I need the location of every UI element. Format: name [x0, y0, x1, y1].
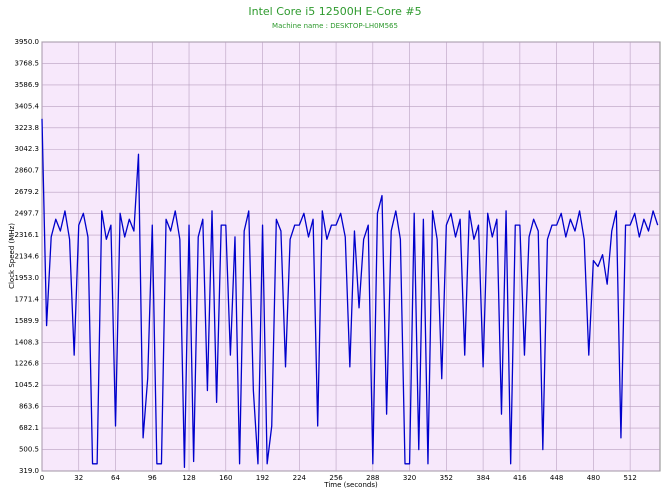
y-tick-label: 2860.7 — [15, 167, 40, 175]
y-tick-label: 3950.0 — [15, 38, 40, 46]
y-tick-label: 863.6 — [19, 403, 40, 411]
x-tick-label: 32 — [74, 474, 83, 482]
x-tick-label: 64 — [111, 474, 120, 482]
x-tick-label: 416 — [513, 474, 527, 482]
y-tick-label: 319.0 — [19, 467, 39, 475]
y-tick-label: 1045.2 — [15, 381, 40, 389]
x-tick-label: 0 — [40, 474, 44, 482]
x-tick-label: 256 — [329, 474, 343, 482]
chart-subtitle: Machine name : DESKTOP-LH0M565 — [272, 22, 398, 30]
y-tick-label: 1226.8 — [15, 360, 40, 368]
y-axis-label: Clock Speed (MHz) — [8, 223, 16, 289]
x-tick-label: 128 — [182, 474, 195, 482]
y-tick-label: 3223.8 — [15, 124, 40, 132]
y-tick-label: 3405.4 — [15, 102, 40, 110]
y-tick-label: 2497.7 — [15, 210, 40, 218]
x-tick-label: 96 — [148, 474, 157, 482]
x-tick-label: 384 — [476, 474, 490, 482]
x-tick-label: 352 — [440, 474, 453, 482]
x-tick-label: 320 — [403, 474, 416, 482]
y-tick-label: 3042.3 — [15, 145, 40, 153]
y-tick-label: 3768.5 — [15, 59, 40, 67]
y-tick-label: 1408.3 — [15, 338, 40, 346]
x-tick-label: 192 — [256, 474, 269, 482]
y-tick-label: 2316.1 — [15, 231, 40, 239]
x-tick-label: 224 — [293, 474, 307, 482]
y-tick-label: 500.5 — [19, 446, 39, 454]
y-tick-label: 682.1 — [19, 424, 39, 432]
y-tick-label: 2134.6 — [15, 252, 40, 260]
y-tick-label: 1589.9 — [15, 317, 40, 325]
chart-title: Intel Core i5 12500H E-Core #5 — [248, 5, 421, 18]
y-tick-label: 2679.2 — [15, 188, 40, 196]
y-tick-label: 1953.0 — [15, 274, 40, 282]
x-tick-label: 448 — [550, 474, 563, 482]
y-tick-label: 3586.9 — [15, 81, 40, 89]
y-tick-label: 1771.4 — [15, 295, 40, 303]
x-tick-label: 512 — [623, 474, 636, 482]
x-tick-label: 160 — [219, 474, 232, 482]
x-tick-label: 288 — [366, 474, 379, 482]
x-tick-label: 480 — [587, 474, 600, 482]
line-series — [41, 118, 659, 468]
x-axis-label: Time (seconds) — [323, 481, 378, 489]
